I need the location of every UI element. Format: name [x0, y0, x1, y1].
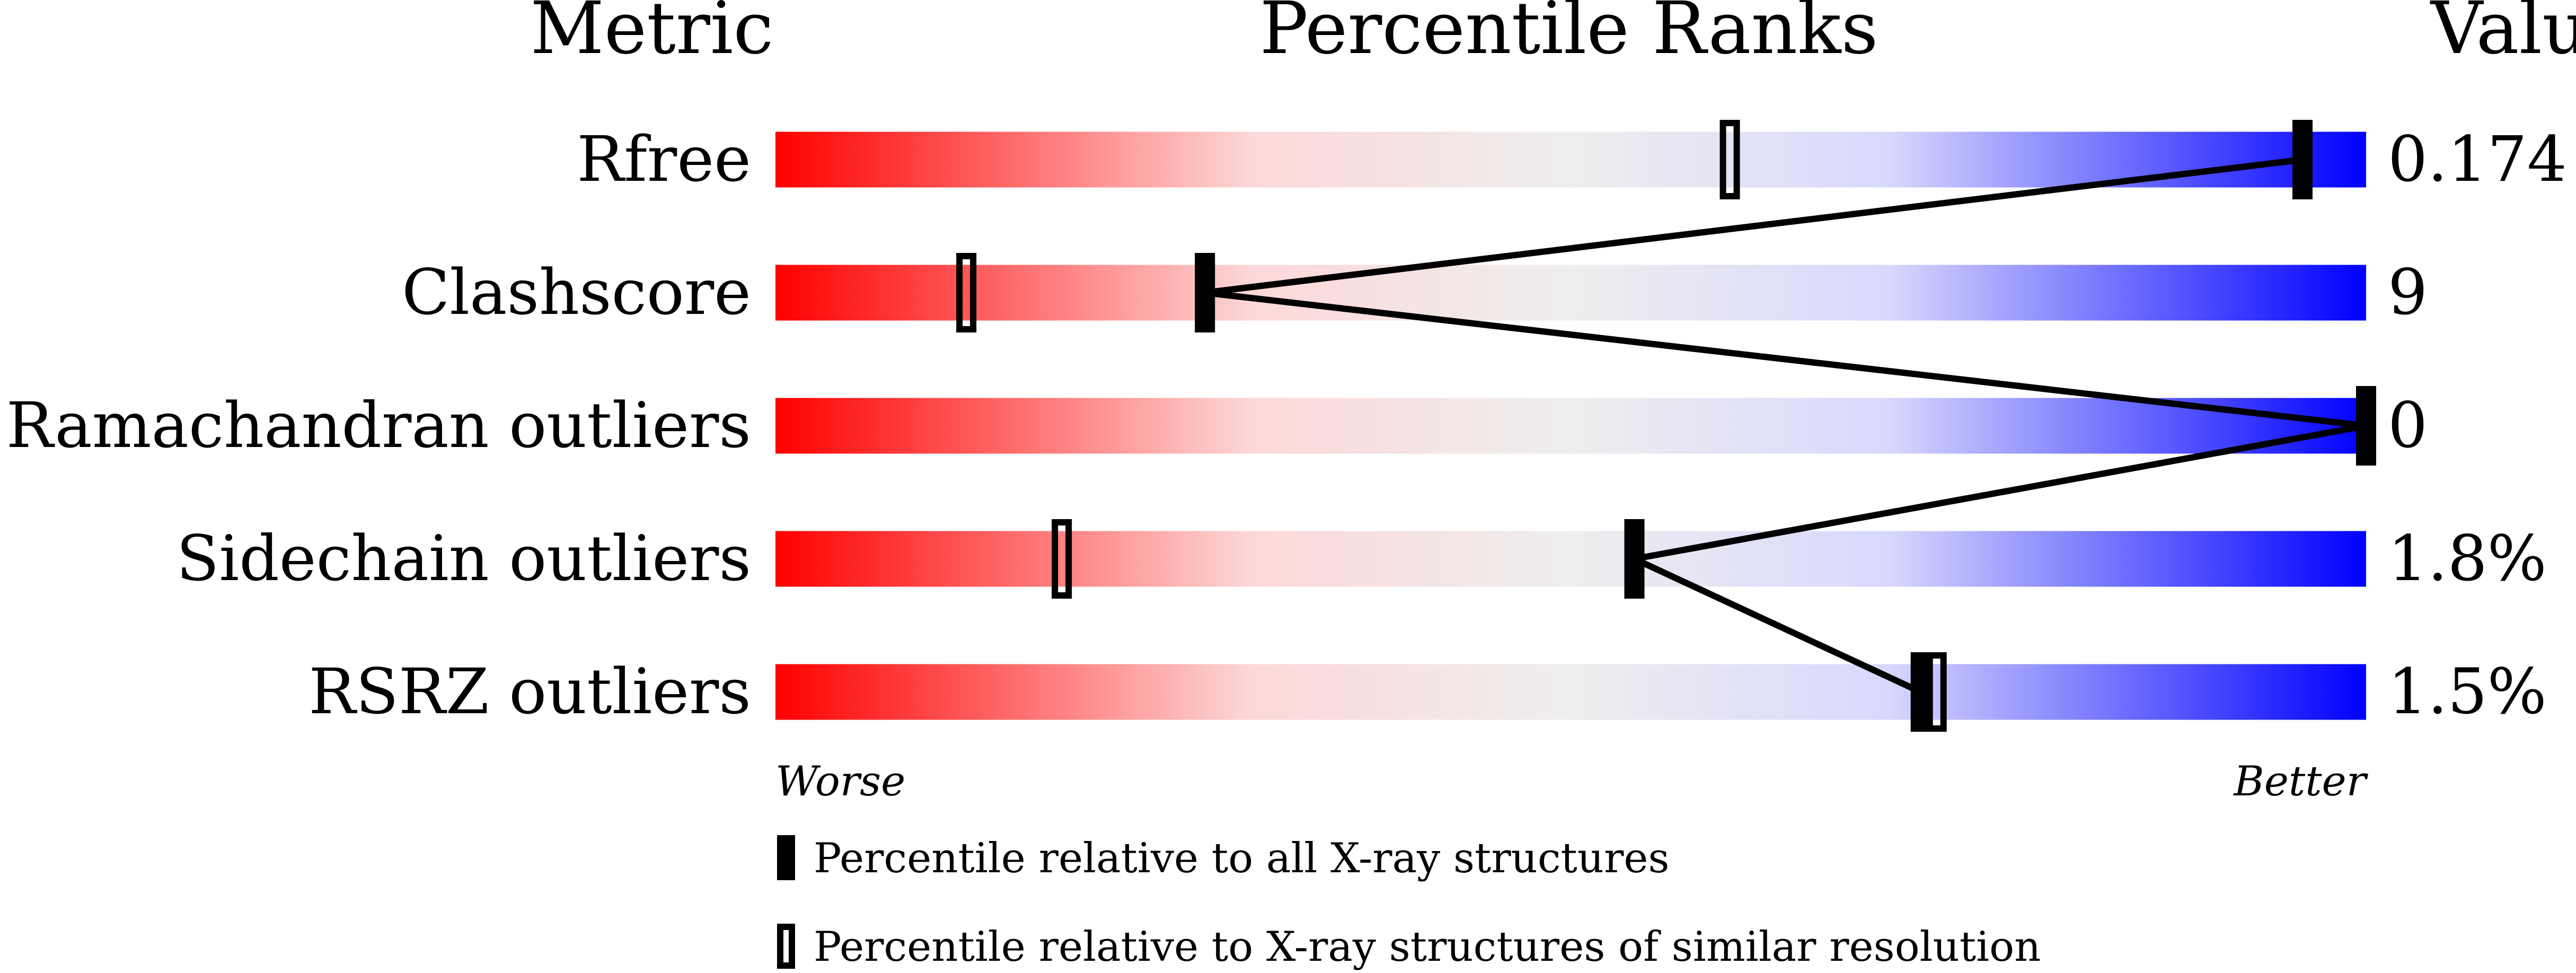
metric-label: Clashscore: [402, 256, 751, 329]
legend-all-label: Percentile relative to all X-ray structu…: [814, 835, 1670, 882]
worse-label: Worse: [775, 758, 905, 805]
percentile-bar: [775, 265, 2366, 321]
metric-value: 1.5%: [2388, 655, 2547, 728]
metric-label: Rfree: [577, 122, 751, 196]
metric-label: RSRZ outliers: [308, 655, 751, 728]
metric-label: Ramachandran outliers: [6, 389, 751, 462]
metric-value: 9: [2388, 256, 2428, 329]
marker-all-structures: [2292, 120, 2313, 199]
header-metric: Metric: [530, 0, 773, 71]
marker-all-structures: [1624, 519, 1645, 599]
metric-value: 0: [2388, 389, 2428, 462]
percentile-bar: [775, 664, 2366, 720]
percentile-bar: [775, 132, 2366, 188]
header-percentile-ranks: Percentile Ranks: [1260, 0, 1878, 71]
header-value: Value: [2430, 0, 2576, 71]
metric-label: Sidechain outliers: [177, 522, 751, 595]
marker-similar-resolution: [1052, 519, 1072, 599]
marker-all-structures: [2356, 386, 2376, 466]
legend-similar-label: Percentile relative to X-ray structures …: [814, 923, 2041, 971]
marker-all-structures: [1195, 253, 1215, 332]
marker-similar-resolution: [1926, 652, 1947, 732]
legend-hollow-marker: [777, 924, 795, 969]
legend-filled-marker: [777, 835, 795, 880]
better-label: Better: [2233, 758, 2368, 805]
percentile-bar: [775, 531, 2366, 587]
marker-similar-resolution: [956, 253, 977, 332]
marker-similar-resolution: [1719, 120, 1740, 199]
percentile-bar: [775, 398, 2366, 454]
metric-value: 0.174: [2388, 122, 2567, 196]
metric-value: 1.8%: [2388, 522, 2547, 595]
